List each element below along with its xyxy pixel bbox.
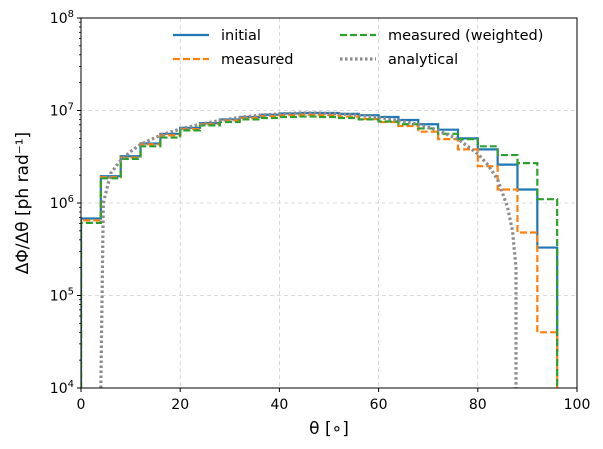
axis-ticks: 0 20 40 60 80 100 104 105 106 107 108: [50, 9, 591, 413]
legend-label: initial: [221, 28, 261, 44]
legend-item: analytical: [340, 52, 458, 68]
legend-item: initial: [173, 28, 261, 44]
x-tick-label: 0: [77, 397, 86, 413]
legend-label: measured (weighted): [388, 28, 543, 44]
legend-item: measured: [173, 52, 293, 68]
y-tick-label: 106: [50, 194, 74, 212]
legend-item: measured (weighted): [340, 28, 543, 44]
y-axis-label: ΔΦ/Δθ [ph rad⁻¹]: [13, 132, 33, 274]
series-group: [81, 111, 559, 388]
grid: [81, 18, 577, 388]
y-tick-label: 108: [50, 9, 74, 27]
legend-label: measured: [221, 52, 293, 68]
y-tick-label: 104: [50, 379, 74, 397]
y-tick-label: 107: [50, 102, 74, 120]
series-line-measured-weighted: [81, 115, 559, 388]
x-tick-label: 80: [469, 397, 487, 413]
x-tick-label: 100: [564, 397, 591, 413]
x-tick-label: 60: [370, 397, 388, 413]
y-tick-label: 105: [50, 287, 74, 305]
legend-label: analytical: [388, 52, 458, 68]
x-tick-label: 20: [171, 397, 189, 413]
series-line-analytical: [99, 111, 518, 388]
x-axis-label: θ [∘]: [309, 419, 349, 439]
x-tick-label: 40: [270, 397, 288, 413]
legend: initial measured measured (weighted) analyt…: [173, 28, 543, 68]
